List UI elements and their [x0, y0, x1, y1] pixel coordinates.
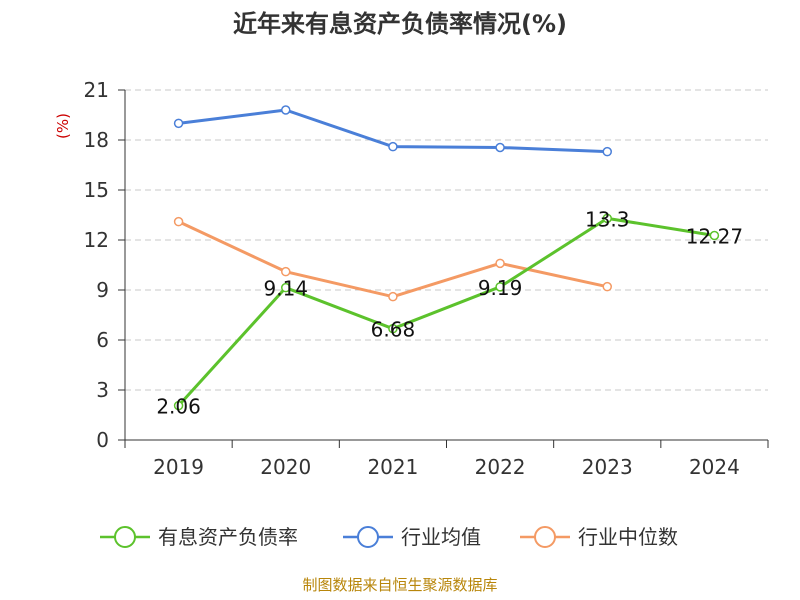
y-tick-label: 9 [96, 278, 109, 302]
data-point [495, 258, 505, 269]
series-2 [173, 105, 612, 157]
data-label: 6.68 [371, 318, 416, 342]
y-tick-label: 3 [96, 378, 109, 402]
x-tick-label: 2019 [153, 455, 204, 479]
y-tick-label: 15 [84, 178, 109, 202]
data-point [602, 213, 612, 224]
data-point [388, 141, 398, 152]
data-label: 13.3 [585, 207, 630, 231]
data-label: 9.14 [263, 277, 308, 301]
y-tick-label: 6 [96, 328, 109, 352]
data-point [602, 146, 612, 157]
data-label: 9.19 [478, 276, 523, 300]
data-point [388, 291, 398, 302]
data-label: 12.27 [686, 225, 743, 249]
data-point [709, 230, 720, 241]
x-tick-label: 2020 [260, 455, 311, 479]
legend-marker [357, 526, 379, 548]
legend-label: 行业中位数 [578, 525, 678, 549]
data-point [173, 216, 184, 227]
x-tick-label: 2021 [367, 455, 418, 479]
y-axis-unit: (%) [54, 113, 72, 139]
legend-item: 行业中位数 [520, 525, 678, 549]
series-group: 2.06 9.14 6.68 9.19 13.3 12.27 [156, 105, 743, 419]
x-tick-label: 2022 [475, 455, 526, 479]
legend-label: 行业均值 [401, 525, 481, 549]
legend-item: 有息资产负债率 [100, 525, 298, 549]
series-1 [173, 213, 720, 411]
legend-label: 有息资产负债率 [158, 525, 298, 549]
legend-item: 行业均值 [343, 525, 481, 549]
series-3 [173, 216, 612, 302]
y-tick-label: 21 [84, 78, 109, 102]
data-point [173, 118, 184, 129]
data-point [495, 142, 505, 153]
data-point [388, 323, 398, 334]
chart-title: 近年来有息资产负债率情况(%) [233, 10, 567, 38]
axes: 0 3 6 9 12 15 18 21 2019 2020 2021 2022 2023 2024 [84, 78, 769, 479]
data-point [173, 400, 184, 411]
legend: 有息资产负债率 行业均值 行业中位数 [100, 525, 678, 549]
y-tick-label: 0 [96, 428, 109, 452]
data-point [495, 282, 505, 292]
x-tick-label: 2024 [689, 455, 740, 479]
data-label: 2.06 [156, 395, 201, 419]
data-point [281, 105, 291, 115]
y-tick-label: 18 [84, 128, 109, 152]
data-point [281, 282, 291, 293]
data-point [602, 281, 612, 292]
grid-lines [125, 89, 768, 391]
legend-marker [114, 526, 136, 548]
y-tick-label: 12 [84, 228, 109, 252]
legend-marker [534, 526, 556, 548]
data-point [281, 266, 291, 277]
series-line [177, 216, 715, 407]
source-note: 制图数据来自恒生聚源数据库 [302, 576, 497, 594]
x-tick-label: 2023 [582, 455, 633, 479]
